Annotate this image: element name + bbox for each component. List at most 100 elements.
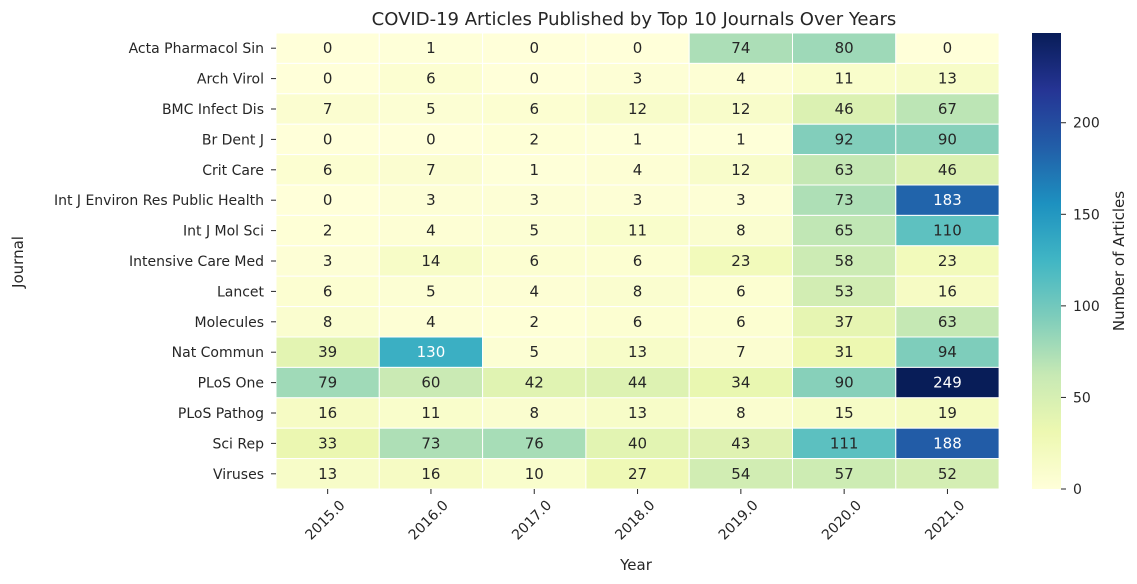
cell-value-label: 6 bbox=[529, 252, 539, 270]
heatmap-cell bbox=[585, 245, 690, 277]
heatmap-cell bbox=[275, 397, 380, 429]
heatmap-cell bbox=[378, 245, 484, 277]
cell-value-label: 23 bbox=[731, 252, 750, 270]
heatmap-cell bbox=[378, 184, 484, 216]
heatmap-cell bbox=[792, 245, 897, 277]
cell-value-label: 74 bbox=[731, 39, 750, 57]
heatmap-cell bbox=[482, 275, 587, 308]
cell-value-label: 7 bbox=[736, 343, 746, 361]
cell-value-label: 46 bbox=[835, 100, 854, 118]
cell-value-label: 7 bbox=[323, 100, 333, 118]
cell-value-label: 1 bbox=[633, 130, 643, 148]
cell-value-label: 90 bbox=[835, 374, 854, 392]
heatmap-cell bbox=[895, 245, 1000, 277]
y-tick-label: Arch Virol bbox=[197, 72, 264, 88]
cell-value-label: 4 bbox=[633, 161, 643, 179]
cell-value-label: 249 bbox=[933, 374, 962, 392]
heatmap-cell bbox=[275, 184, 380, 216]
colorbar-tick-label: 100 bbox=[1073, 299, 1100, 315]
cell-value-label: 188 bbox=[933, 434, 962, 452]
cell-value-label: 11 bbox=[628, 222, 647, 240]
cell-value-label: 1 bbox=[426, 39, 436, 57]
cell-value-label: 5 bbox=[529, 222, 539, 240]
cell-value-label: 46 bbox=[938, 161, 957, 179]
cell-value-label: 16 bbox=[318, 404, 337, 422]
y-tick-label: Lancet bbox=[217, 284, 265, 300]
cell-value-label: 13 bbox=[318, 465, 337, 483]
heatmap-cell bbox=[482, 336, 587, 368]
x-tick-labels: 2015.0 2016.0 2017.0 2018.0 2019.0 2020.0 2021… bbox=[303, 489, 968, 544]
heatmap-cell bbox=[792, 366, 897, 399]
heatmap-cell bbox=[895, 214, 1000, 247]
cell-value-label: 3 bbox=[736, 191, 746, 209]
heatmap-cell bbox=[688, 184, 794, 216]
cell-value-label: 80 bbox=[835, 39, 854, 57]
heatmap-cell bbox=[895, 123, 1000, 156]
y-tick-label: BMC Infect Dis bbox=[162, 102, 264, 118]
colorbar-tick-label: 200 bbox=[1073, 116, 1100, 132]
y-tick-label: Molecules bbox=[194, 315, 264, 331]
heatmap-cell bbox=[688, 427, 794, 460]
heatmap-cell bbox=[688, 306, 794, 338]
x-tick-label: 2020.0 bbox=[819, 498, 865, 544]
heatmap-cell bbox=[275, 366, 380, 399]
heatmap-cell bbox=[378, 32, 484, 64]
cell-value-label: 44 bbox=[628, 374, 647, 392]
y-tick-label: Br Dent J bbox=[202, 132, 264, 148]
heatmap-cell bbox=[585, 214, 690, 247]
y-tick-label: Int J Mol Sci bbox=[183, 224, 264, 240]
cell-value-label: 16 bbox=[421, 465, 440, 483]
heatmap-cell bbox=[688, 62, 794, 95]
heatmap-cell bbox=[792, 214, 897, 247]
cell-value-label: 4 bbox=[426, 222, 436, 240]
y-tick-label: Intensive Care Med bbox=[129, 254, 264, 270]
cell-value-label: 73 bbox=[421, 434, 440, 452]
heatmap-cell bbox=[275, 154, 380, 186]
cell-value-label: 16 bbox=[938, 282, 957, 300]
y-tick-label: Int J Environ Res Public Health bbox=[54, 193, 264, 209]
cell-value-label: 6 bbox=[633, 252, 643, 270]
cell-value-label: 42 bbox=[525, 374, 544, 392]
cell-value-label: 12 bbox=[628, 100, 647, 118]
heatmap-cell bbox=[585, 427, 690, 460]
cell-value-label: 10 bbox=[525, 465, 544, 483]
heatmap-cell bbox=[688, 214, 794, 247]
x-tick-label: 2017.0 bbox=[509, 498, 555, 544]
heatmap-cell bbox=[275, 214, 380, 247]
heatmap-cell bbox=[895, 397, 1000, 429]
cell-value-label: 53 bbox=[835, 282, 854, 300]
x-tick-label: 2019.0 bbox=[716, 498, 762, 544]
heatmap-cell bbox=[482, 397, 587, 429]
cell-value-label: 27 bbox=[628, 465, 647, 483]
y-tick-label: PLoS Pathog bbox=[178, 406, 264, 422]
cell-value-label: 0 bbox=[323, 39, 333, 57]
cell-value-label: 43 bbox=[731, 434, 750, 452]
chart-title: COVID-19 Articles Published by Top 10 Jo… bbox=[372, 9, 897, 30]
y-tick-label: Viruses bbox=[213, 467, 264, 483]
heatmap-cell bbox=[378, 123, 484, 156]
cell-value-label: 63 bbox=[835, 161, 854, 179]
heatmap-cell bbox=[585, 184, 690, 216]
cell-value-label: 5 bbox=[426, 282, 436, 300]
cell-value-label: 34 bbox=[731, 374, 750, 392]
cell-value-label: 33 bbox=[318, 434, 337, 452]
cell-value-label: 73 bbox=[835, 191, 854, 209]
cell-value-label: 0 bbox=[529, 39, 539, 57]
cell-value-label: 8 bbox=[323, 313, 333, 331]
cell-value-label: 63 bbox=[938, 313, 957, 331]
cell-value-label: 92 bbox=[835, 130, 854, 148]
heatmap-cell bbox=[585, 336, 690, 368]
heatmap-cell bbox=[792, 427, 897, 460]
cell-value-label: 130 bbox=[417, 343, 446, 361]
cell-value-label: 12 bbox=[731, 100, 750, 118]
heatmap-cell bbox=[378, 336, 484, 368]
cell-value-label: 1 bbox=[736, 130, 746, 148]
heatmap-cell bbox=[688, 458, 794, 490]
cell-value-label: 2 bbox=[529, 130, 539, 148]
heatmap-cells: 0 1 0 0 74 80 00 6 0 3 4 11 137 5 6 12 12 46 670 0 2 1 1 92 906 7… bbox=[275, 32, 1000, 490]
cell-value-label: 31 bbox=[835, 343, 854, 361]
cell-value-label: 6 bbox=[736, 313, 746, 331]
cell-value-label: 3 bbox=[529, 191, 539, 209]
cell-value-label: 57 bbox=[835, 465, 854, 483]
